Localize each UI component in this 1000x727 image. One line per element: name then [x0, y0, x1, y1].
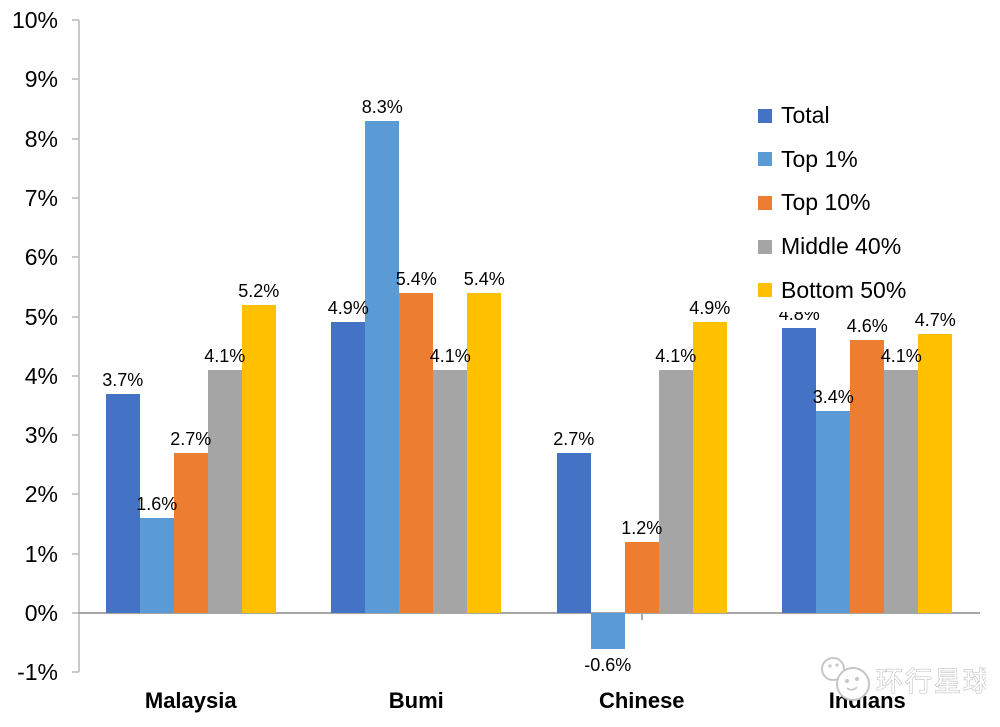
legend-swatch-icon	[758, 283, 772, 298]
bar-value-label: 5.4%	[395, 268, 437, 289]
legend-label: Top 1%	[781, 145, 858, 172]
y-tick-label: 10%	[11, 7, 58, 33]
legend-item-middle-40: Middle 40%	[752, 225, 930, 269]
y-tick	[72, 493, 79, 496]
y-tick-label: 4%	[24, 362, 58, 389]
bar-top-1-indians	[816, 411, 851, 613]
legend-item-top-10: Top 10%	[752, 181, 930, 225]
bar-value-label: 1.2%	[621, 517, 663, 538]
bar-total-chinese	[556, 452, 591, 613]
bar-value-label: 8.3%	[361, 96, 403, 117]
watermark-text: 环行星球	[876, 667, 986, 697]
bar-middle-40-malaysia	[207, 369, 242, 613]
bar-value-label: 3.7%	[102, 369, 144, 390]
bar-top-10-bumi	[399, 292, 434, 613]
bar-top-10-malaysia	[173, 452, 208, 613]
legend-swatch-icon	[758, 108, 772, 123]
category-axis-tick	[640, 613, 643, 620]
bar-value-label: 5.4%	[463, 268, 505, 289]
y-tick-label: 0%	[24, 600, 58, 626]
y-tick	[72, 612, 79, 614]
watermark: 环行星球	[816, 653, 991, 716]
y-tick-label: 5%	[24, 303, 58, 330]
y-tick	[72, 19, 79, 21]
y-tick	[72, 78, 79, 81]
category-label-chinese: Chinese	[598, 688, 685, 713]
legend-label: Middle 40%	[781, 233, 902, 260]
bar-top-1-bumi	[365, 120, 400, 613]
legend: Total Top 1% Top 10% Middle 40% Bottom 50%	[752, 94, 930, 312]
bar-value-label: 2.7%	[170, 428, 212, 449]
bar-total-indians	[782, 328, 817, 613]
legend-label: Total	[781, 102, 830, 129]
bar-value-label: 4.9%	[689, 298, 731, 319]
y-tick	[72, 137, 79, 140]
bar-value-label: 3.4%	[812, 387, 854, 408]
y-tick-label: 3%	[24, 422, 58, 449]
category-label-malaysia: Malaysia	[144, 688, 237, 713]
legend-item-bottom-50: Bottom 50%	[752, 268, 930, 312]
bar-bottom-50-bumi	[467, 292, 502, 613]
bar-bottom-50-indians	[918, 334, 953, 613]
y-tick-label: 6%	[24, 244, 58, 271]
zero-baseline	[78, 612, 980, 614]
bar-value-label: -0.6%	[584, 654, 632, 675]
bar-total-malaysia	[105, 393, 140, 613]
bar-top-10-indians	[850, 340, 885, 613]
y-axis-line	[78, 20, 80, 673]
bar-middle-40-chinese	[658, 369, 693, 613]
bar-value-label: 4.1%	[429, 345, 471, 366]
bar-total-bumi	[331, 322, 366, 613]
bar-middle-40-bumi	[433, 369, 468, 613]
bar-value-label: 4.1%	[655, 345, 697, 366]
y-tick	[72, 196, 79, 199]
y-tick-label: -1%	[17, 659, 58, 686]
bar-value-label: 2.7%	[553, 428, 595, 449]
y-tick-label: 8%	[24, 125, 58, 152]
y-tick	[72, 552, 79, 555]
bar-value-label: 5.2%	[238, 280, 280, 301]
legend-item-total: Total	[752, 94, 930, 138]
y-tick	[72, 315, 79, 318]
legend-swatch-icon	[758, 152, 772, 167]
y-tick	[72, 671, 79, 674]
bar-value-label: 4.7%	[914, 310, 956, 331]
bar-top-10-chinese	[624, 541, 659, 613]
bar-top-1-malaysia	[139, 518, 174, 613]
y-tick	[72, 256, 79, 259]
bar-value-label: 4.9%	[327, 298, 369, 319]
y-tick	[72, 374, 79, 377]
legend-item-top-1: Top 1%	[752, 138, 930, 182]
bar-value-label: 4.1%	[880, 345, 922, 366]
bar-top-1-chinese	[590, 613, 625, 649]
bar-value-label: 4.1%	[204, 345, 246, 366]
category-label-bumi: Bumi	[388, 688, 444, 713]
legend-swatch-icon	[758, 239, 772, 254]
bar-value-label: 4.6%	[846, 316, 888, 337]
legend-swatch-icon	[758, 195, 772, 210]
y-tick-label: 1%	[24, 540, 58, 567]
y-tick-label: 9%	[24, 66, 58, 93]
y-tick-label: 7%	[24, 184, 58, 211]
y-tick-label: 2%	[24, 481, 58, 508]
legend-label: Top 10%	[781, 189, 871, 216]
bar-middle-40-indians	[884, 369, 919, 613]
bar-bottom-50-chinese	[692, 322, 727, 613]
y-tick	[72, 434, 79, 437]
bar-bottom-50-malaysia	[241, 304, 276, 613]
planet-faces-logo-icon	[821, 657, 870, 701]
bar-value-label: 1.6%	[136, 494, 178, 515]
legend-label: Bottom 50%	[781, 276, 907, 303]
